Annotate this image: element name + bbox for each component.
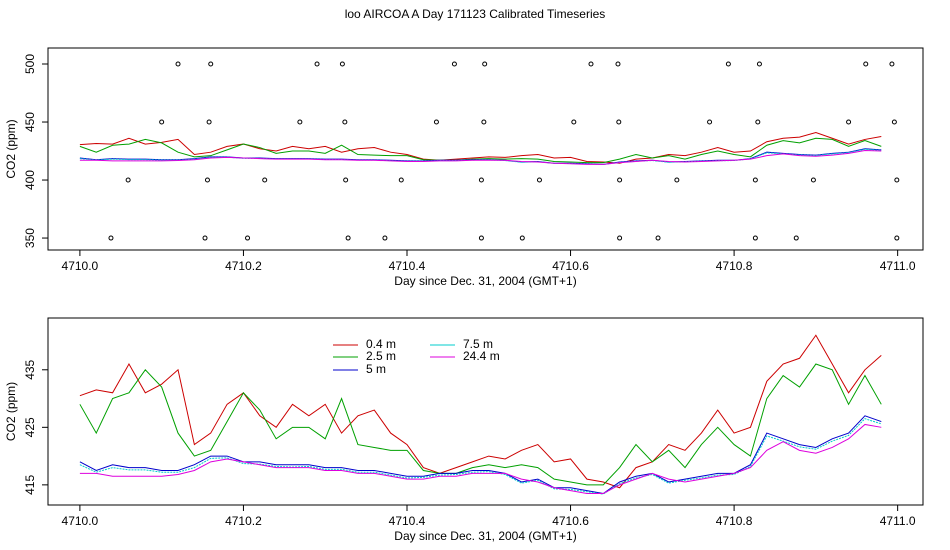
flag-point: [245, 235, 251, 241]
flag-point: [655, 235, 661, 241]
legend-label: 24.4 m: [463, 349, 500, 363]
flag-point: [314, 61, 320, 67]
series-line: [79, 148, 882, 165]
flag-point: [894, 177, 900, 183]
flag-point: [810, 177, 816, 183]
series-line: [79, 363, 882, 486]
legend-label: 0.4 m: [366, 337, 396, 351]
y-tick-label: 435: [23, 359, 37, 379]
series-line: [79, 334, 882, 489]
flag-point: [615, 61, 621, 67]
x-tick-label: 4710.8: [716, 259, 753, 273]
flag-point: [433, 119, 439, 125]
flag-point: [588, 61, 594, 67]
flag-point: [863, 61, 869, 67]
x-axis-label: Day since Dec. 31, 2004 (GMT+1): [394, 274, 576, 288]
plot-frame: [47, 317, 924, 506]
x-tick-label: 4711.0: [880, 514, 916, 528]
flag-point: [891, 119, 897, 125]
flag-point: [478, 235, 484, 241]
flag-point: [617, 235, 623, 241]
y-tick-label: 500: [23, 54, 37, 74]
flag-point: [108, 235, 114, 241]
flag-point: [398, 177, 404, 183]
y-tick-label: 415: [23, 475, 37, 495]
flag-point: [617, 177, 623, 183]
x-tick-label: 4710.4: [389, 514, 426, 528]
flag-point: [752, 177, 758, 183]
flag-point: [674, 177, 680, 183]
x-tick-label: 4710.4: [389, 259, 426, 273]
y-axis-label: CO2 (ppm): [4, 119, 18, 178]
series-line: [79, 131, 882, 164]
flag-point: [481, 119, 487, 125]
x-tick-label: 4710.8: [716, 514, 753, 528]
flag-point: [571, 119, 577, 125]
flag-point: [519, 235, 525, 241]
series-line: [79, 415, 882, 495]
flag-point: [755, 119, 761, 125]
flag-point: [482, 61, 488, 67]
chart-title: loo AIRCOA A Day 171123 Calibrated Times…: [345, 7, 606, 21]
flag-point: [846, 119, 852, 125]
flag-point: [125, 177, 131, 183]
flag-point: [339, 61, 345, 67]
series-line: [79, 418, 882, 495]
series-line: [79, 423, 882, 494]
flag-point: [297, 119, 303, 125]
flag-point: [382, 235, 388, 241]
x-tick-label: 4711.0: [880, 259, 916, 273]
flag-point: [752, 235, 758, 241]
legend-label: 2.5 m: [366, 349, 396, 363]
y-axis-label: CO2 (ppm): [4, 382, 18, 441]
x-axis-label: Day since Dec. 31, 2004 (GMT+1): [394, 529, 576, 543]
legend-label: 5 m: [366, 362, 386, 376]
x-tick-label: 4710.6: [552, 259, 589, 273]
flag-point: [202, 235, 208, 241]
flag-point: [206, 119, 212, 125]
legend-label: 7.5 m: [463, 337, 493, 351]
flag-point: [208, 61, 214, 67]
flag-point: [175, 61, 181, 67]
x-tick-label: 4710.0: [62, 514, 99, 528]
x-tick-label: 4710.0: [62, 259, 99, 273]
flag-point: [451, 61, 457, 67]
x-tick-label: 4710.2: [225, 259, 262, 273]
y-tick-label: 400: [23, 170, 37, 190]
flag-point: [725, 61, 731, 67]
flag-point: [707, 119, 713, 125]
flag-point: [756, 61, 762, 67]
flag-point: [793, 235, 799, 241]
y-tick-label: 425: [23, 417, 37, 437]
flag-point: [616, 119, 622, 125]
flag-point: [478, 177, 484, 183]
y-tick-label: 350: [23, 228, 37, 248]
series-line: [79, 137, 882, 164]
plot-frame: [47, 47, 924, 251]
flag-point: [262, 177, 268, 183]
y-tick-label: 450: [23, 112, 37, 132]
series-line: [79, 149, 882, 165]
flag-point: [536, 177, 542, 183]
flag-point: [159, 119, 165, 125]
flag-point: [894, 235, 900, 241]
flag-point: [204, 177, 210, 183]
flag-point: [342, 119, 348, 125]
flag-point: [345, 235, 351, 241]
x-tick-label: 4710.6: [552, 514, 589, 528]
flag-point: [343, 177, 349, 183]
x-tick-label: 4710.2: [225, 514, 262, 528]
flag-point: [889, 61, 895, 67]
